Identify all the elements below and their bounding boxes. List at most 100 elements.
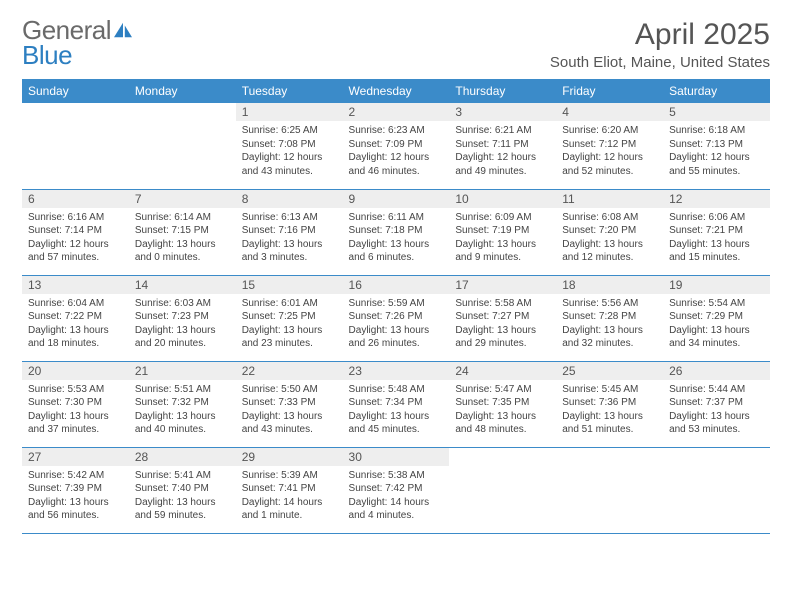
calendar-cell: 27Sunrise: 5:42 AMSunset: 7:39 PMDayligh… (22, 447, 129, 533)
calendar-cell: 9Sunrise: 6:11 AMSunset: 7:18 PMDaylight… (343, 189, 450, 275)
calendar-cell (556, 447, 663, 533)
day-number: 12 (663, 190, 770, 208)
day-number: 2 (343, 103, 450, 121)
day-content: Sunrise: 5:42 AMSunset: 7:39 PMDaylight:… (22, 466, 129, 527)
calendar-cell: 20Sunrise: 5:53 AMSunset: 7:30 PMDayligh… (22, 361, 129, 447)
calendar-cell: 12Sunrise: 6:06 AMSunset: 7:21 PMDayligh… (663, 189, 770, 275)
calendar-cell: 22Sunrise: 5:50 AMSunset: 7:33 PMDayligh… (236, 361, 343, 447)
day-number: 6 (22, 190, 129, 208)
day-content: Sunrise: 6:18 AMSunset: 7:13 PMDaylight:… (663, 121, 770, 182)
sail-icon (112, 18, 134, 43)
day-number: 23 (343, 362, 450, 380)
day-header: Tuesday (236, 79, 343, 103)
day-number: 7 (129, 190, 236, 208)
day-content: Sunrise: 6:14 AMSunset: 7:15 PMDaylight:… (129, 208, 236, 269)
day-content: Sunrise: 6:04 AMSunset: 7:22 PMDaylight:… (22, 294, 129, 355)
calendar-cell (129, 103, 236, 189)
calendar-cell: 13Sunrise: 6:04 AMSunset: 7:22 PMDayligh… (22, 275, 129, 361)
month-title: April 2025 (550, 18, 770, 52)
day-number: 25 (556, 362, 663, 380)
day-number: 18 (556, 276, 663, 294)
day-content: Sunrise: 6:25 AMSunset: 7:08 PMDaylight:… (236, 121, 343, 182)
day-content: Sunrise: 6:09 AMSunset: 7:19 PMDaylight:… (449, 208, 556, 269)
page: GeneralBlue April 2025 South Eliot, Main… (0, 0, 792, 552)
day-number: 28 (129, 448, 236, 466)
day-content: Sunrise: 6:01 AMSunset: 7:25 PMDaylight:… (236, 294, 343, 355)
day-content: Sunrise: 5:56 AMSunset: 7:28 PMDaylight:… (556, 294, 663, 355)
header: GeneralBlue April 2025 South Eliot, Main… (22, 18, 770, 71)
day-content: Sunrise: 6:21 AMSunset: 7:11 PMDaylight:… (449, 121, 556, 182)
calendar-row: 13Sunrise: 6:04 AMSunset: 7:22 PMDayligh… (22, 275, 770, 361)
day-content: Sunrise: 6:06 AMSunset: 7:21 PMDaylight:… (663, 208, 770, 269)
calendar-cell: 21Sunrise: 5:51 AMSunset: 7:32 PMDayligh… (129, 361, 236, 447)
calendar-row: 27Sunrise: 5:42 AMSunset: 7:39 PMDayligh… (22, 447, 770, 533)
day-content: Sunrise: 5:59 AMSunset: 7:26 PMDaylight:… (343, 294, 450, 355)
day-content: Sunrise: 6:08 AMSunset: 7:20 PMDaylight:… (556, 208, 663, 269)
day-number: 26 (663, 362, 770, 380)
title-block: April 2025 South Eliot, Maine, United St… (550, 18, 770, 71)
calendar-table: SundayMondayTuesdayWednesdayThursdayFrid… (22, 79, 770, 534)
day-content: Sunrise: 5:50 AMSunset: 7:33 PMDaylight:… (236, 380, 343, 441)
logo: GeneralBlue (22, 18, 134, 67)
day-number: 5 (663, 103, 770, 121)
calendar-head: SundayMondayTuesdayWednesdayThursdayFrid… (22, 79, 770, 103)
calendar-cell: 7Sunrise: 6:14 AMSunset: 7:15 PMDaylight… (129, 189, 236, 275)
day-number: 9 (343, 190, 450, 208)
calendar-cell: 17Sunrise: 5:58 AMSunset: 7:27 PMDayligh… (449, 275, 556, 361)
day-number: 19 (663, 276, 770, 294)
calendar-cell: 16Sunrise: 5:59 AMSunset: 7:26 PMDayligh… (343, 275, 450, 361)
day-number: 20 (22, 362, 129, 380)
day-header: Friday (556, 79, 663, 103)
day-number: 8 (236, 190, 343, 208)
day-content: Sunrise: 5:38 AMSunset: 7:42 PMDaylight:… (343, 466, 450, 527)
calendar-row: 20Sunrise: 5:53 AMSunset: 7:30 PMDayligh… (22, 361, 770, 447)
day-number: 11 (556, 190, 663, 208)
day-content: Sunrise: 5:47 AMSunset: 7:35 PMDaylight:… (449, 380, 556, 441)
calendar-body: 1Sunrise: 6:25 AMSunset: 7:08 PMDaylight… (22, 103, 770, 533)
day-content: Sunrise: 5:48 AMSunset: 7:34 PMDaylight:… (343, 380, 450, 441)
location: South Eliot, Maine, United States (550, 54, 770, 71)
day-header: Sunday (22, 79, 129, 103)
day-number: 24 (449, 362, 556, 380)
calendar-cell: 18Sunrise: 5:56 AMSunset: 7:28 PMDayligh… (556, 275, 663, 361)
calendar-cell: 6Sunrise: 6:16 AMSunset: 7:14 PMDaylight… (22, 189, 129, 275)
calendar-cell: 30Sunrise: 5:38 AMSunset: 7:42 PMDayligh… (343, 447, 450, 533)
calendar-cell: 11Sunrise: 6:08 AMSunset: 7:20 PMDayligh… (556, 189, 663, 275)
calendar-cell: 19Sunrise: 5:54 AMSunset: 7:29 PMDayligh… (663, 275, 770, 361)
calendar-cell: 23Sunrise: 5:48 AMSunset: 7:34 PMDayligh… (343, 361, 450, 447)
day-content: Sunrise: 6:16 AMSunset: 7:14 PMDaylight:… (22, 208, 129, 269)
calendar-row: 6Sunrise: 6:16 AMSunset: 7:14 PMDaylight… (22, 189, 770, 275)
day-number: 30 (343, 448, 450, 466)
day-header: Saturday (663, 79, 770, 103)
calendar-cell: 29Sunrise: 5:39 AMSunset: 7:41 PMDayligh… (236, 447, 343, 533)
day-content: Sunrise: 6:13 AMSunset: 7:16 PMDaylight:… (236, 208, 343, 269)
day-number: 22 (236, 362, 343, 380)
day-number: 17 (449, 276, 556, 294)
day-number: 3 (449, 103, 556, 121)
day-number: 1 (236, 103, 343, 121)
day-content: Sunrise: 5:45 AMSunset: 7:36 PMDaylight:… (556, 380, 663, 441)
calendar-cell: 25Sunrise: 5:45 AMSunset: 7:36 PMDayligh… (556, 361, 663, 447)
calendar-cell: 8Sunrise: 6:13 AMSunset: 7:16 PMDaylight… (236, 189, 343, 275)
calendar-row: 1Sunrise: 6:25 AMSunset: 7:08 PMDaylight… (22, 103, 770, 189)
calendar-cell: 4Sunrise: 6:20 AMSunset: 7:12 PMDaylight… (556, 103, 663, 189)
day-content: Sunrise: 6:03 AMSunset: 7:23 PMDaylight:… (129, 294, 236, 355)
day-header-row: SundayMondayTuesdayWednesdayThursdayFrid… (22, 79, 770, 103)
day-content: Sunrise: 5:51 AMSunset: 7:32 PMDaylight:… (129, 380, 236, 441)
day-number: 13 (22, 276, 129, 294)
calendar-cell (449, 447, 556, 533)
calendar-cell: 2Sunrise: 6:23 AMSunset: 7:09 PMDaylight… (343, 103, 450, 189)
day-content: Sunrise: 5:41 AMSunset: 7:40 PMDaylight:… (129, 466, 236, 527)
day-number: 16 (343, 276, 450, 294)
calendar-cell: 14Sunrise: 6:03 AMSunset: 7:23 PMDayligh… (129, 275, 236, 361)
calendar-cell: 26Sunrise: 5:44 AMSunset: 7:37 PMDayligh… (663, 361, 770, 447)
day-content: Sunrise: 5:39 AMSunset: 7:41 PMDaylight:… (236, 466, 343, 527)
calendar-cell: 1Sunrise: 6:25 AMSunset: 7:08 PMDaylight… (236, 103, 343, 189)
calendar-cell: 15Sunrise: 6:01 AMSunset: 7:25 PMDayligh… (236, 275, 343, 361)
day-content: Sunrise: 5:58 AMSunset: 7:27 PMDaylight:… (449, 294, 556, 355)
day-header: Monday (129, 79, 236, 103)
calendar-cell: 10Sunrise: 6:09 AMSunset: 7:19 PMDayligh… (449, 189, 556, 275)
day-number: 10 (449, 190, 556, 208)
calendar-cell: 28Sunrise: 5:41 AMSunset: 7:40 PMDayligh… (129, 447, 236, 533)
day-content: Sunrise: 5:44 AMSunset: 7:37 PMDaylight:… (663, 380, 770, 441)
